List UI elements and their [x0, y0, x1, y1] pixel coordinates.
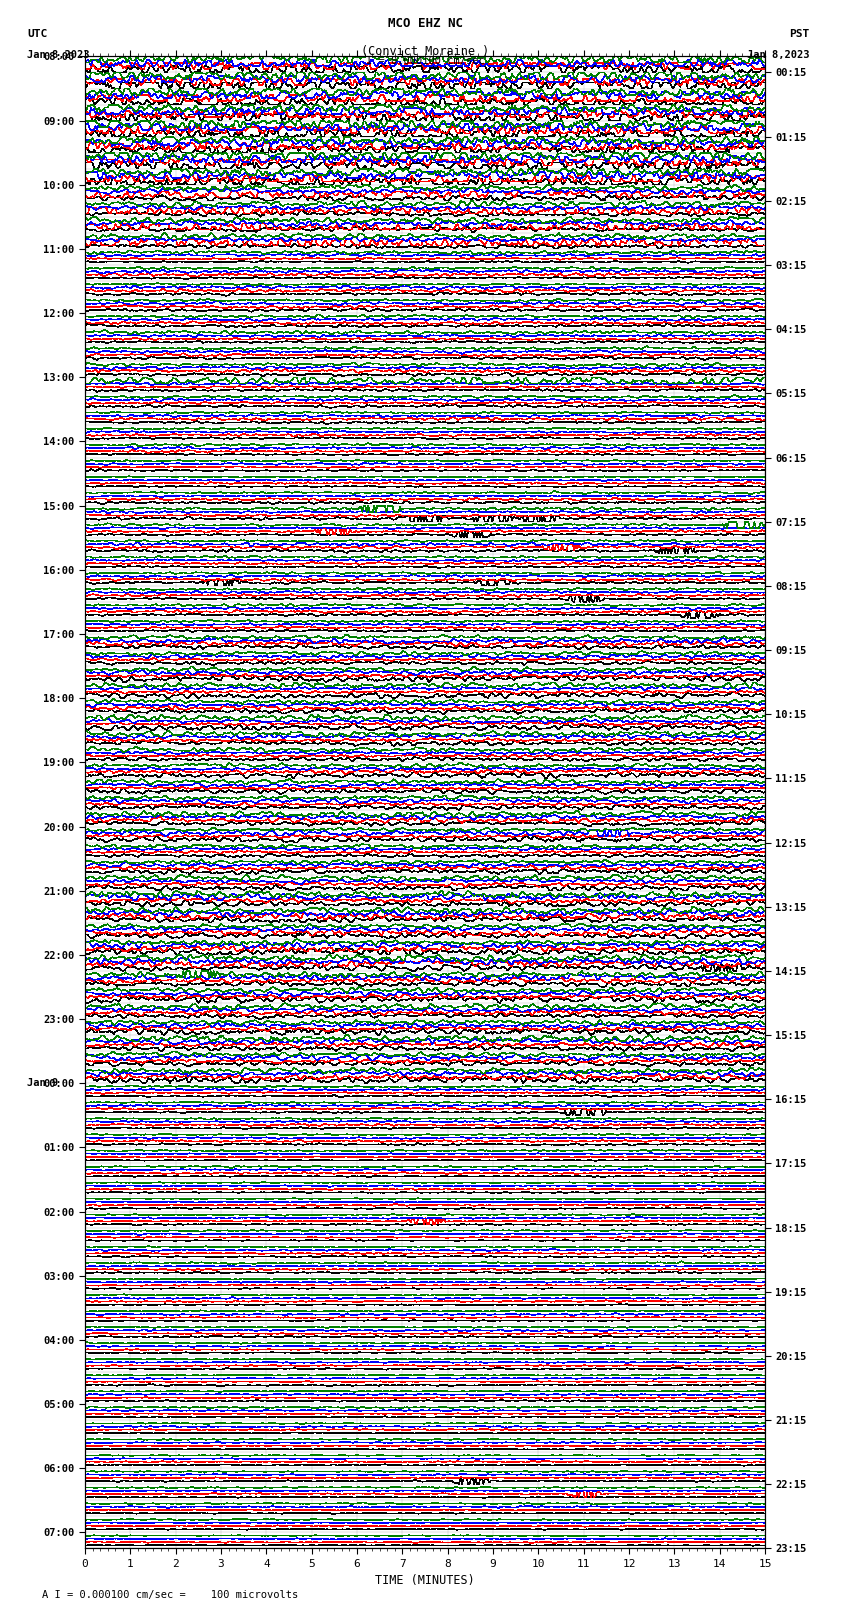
Text: A I = 0.000100 cm/sec =    100 microvolts: A I = 0.000100 cm/sec = 100 microvolts [42, 1590, 298, 1600]
X-axis label: TIME (MINUTES): TIME (MINUTES) [375, 1574, 475, 1587]
Text: Jan 8,2023: Jan 8,2023 [27, 50, 90, 60]
Text: I = 0.000100 cm/sec: I = 0.000100 cm/sec [366, 56, 484, 66]
Text: PST: PST [789, 29, 809, 39]
Text: (Convict Moraine ): (Convict Moraine ) [361, 45, 489, 58]
Text: Jan 8,2023: Jan 8,2023 [746, 50, 809, 60]
Text: UTC: UTC [27, 29, 48, 39]
Text: Jan 9: Jan 9 [27, 1077, 59, 1089]
Text: MCO EHZ NC: MCO EHZ NC [388, 16, 462, 29]
